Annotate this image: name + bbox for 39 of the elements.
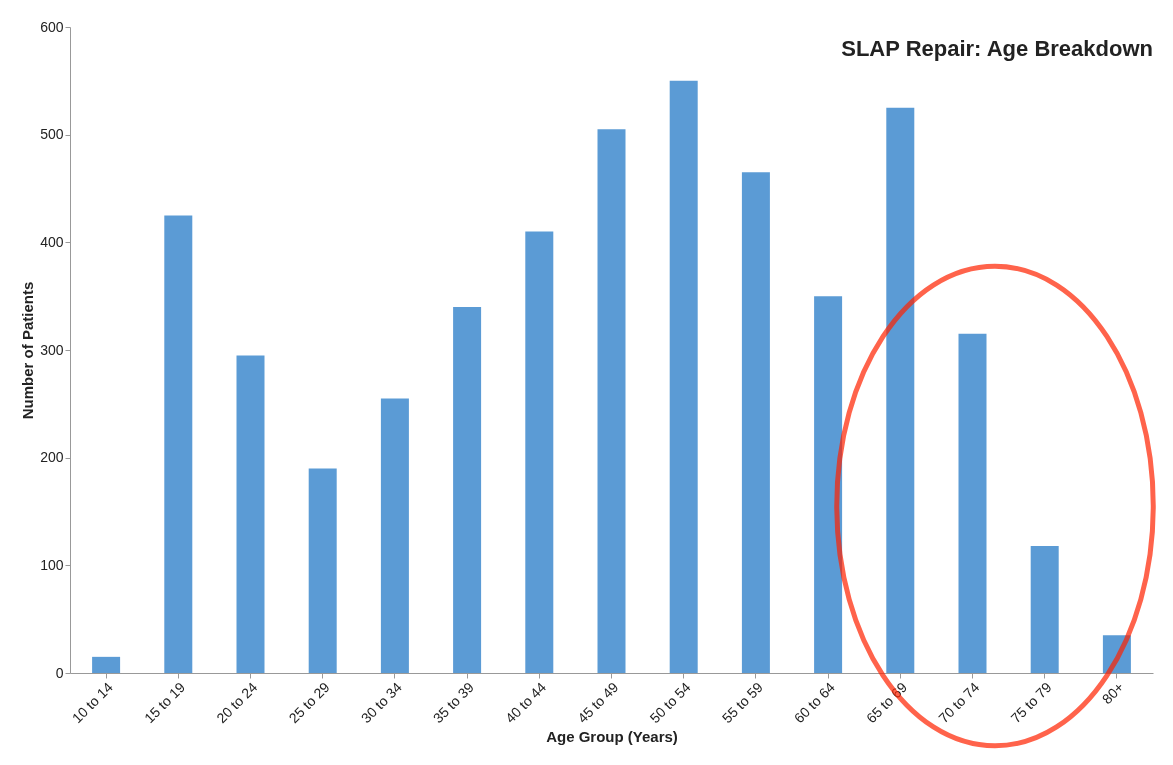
bar (92, 656, 121, 673)
y-tick-label: 100 (40, 556, 64, 573)
x-tick-label: 50 to 54 (646, 678, 694, 727)
y-tick-label: 300 (40, 341, 64, 358)
y-tick-label: 0 (55, 664, 64, 681)
x-tick-label: 25 to 29 (285, 678, 333, 727)
x-tick-label: 10 to 14 (68, 678, 117, 727)
x-tick-label: 70 to 74 (935, 678, 983, 727)
y-tick-label: 600 (40, 18, 64, 35)
y-axis-title: Number of Patients (19, 281, 37, 420)
x-tick-label: 40 to 44 (502, 678, 550, 727)
x-tick-label: 45 to 49 (574, 678, 622, 727)
bar (308, 468, 337, 673)
x-tick-label: 75 to 79 (1007, 678, 1055, 727)
bar (164, 215, 193, 673)
x-tick-label: 15 to 19 (141, 678, 189, 727)
bar (741, 172, 770, 673)
x-tick-label: 55 to 59 (718, 678, 766, 727)
bar (380, 398, 409, 673)
bar (958, 333, 987, 673)
bar (525, 231, 554, 673)
bar (1030, 545, 1059, 673)
x-tick-label: 20 to 24 (213, 678, 261, 727)
bar (597, 129, 626, 673)
bar (814, 296, 843, 673)
y-tick-label: 400 (40, 233, 64, 250)
x-tick-label: 80+ (1098, 679, 1127, 708)
x-tick-label: 35 to 39 (429, 678, 478, 727)
x-tick-label: 60 to 64 (790, 678, 839, 727)
x-axis-title: Age Group (Years) (546, 728, 678, 746)
x-tick-label: 30 to 34 (357, 678, 405, 727)
y-tick-label: 500 (40, 126, 64, 143)
bar (453, 306, 482, 673)
chart-title: SLAP Repair: Age Breakdown (841, 36, 1153, 61)
bar (669, 80, 698, 673)
bar (886, 107, 915, 673)
x-tick-label: 65 to 69 (863, 678, 911, 727)
y-tick-label: 200 (40, 449, 64, 466)
bar (236, 355, 265, 673)
